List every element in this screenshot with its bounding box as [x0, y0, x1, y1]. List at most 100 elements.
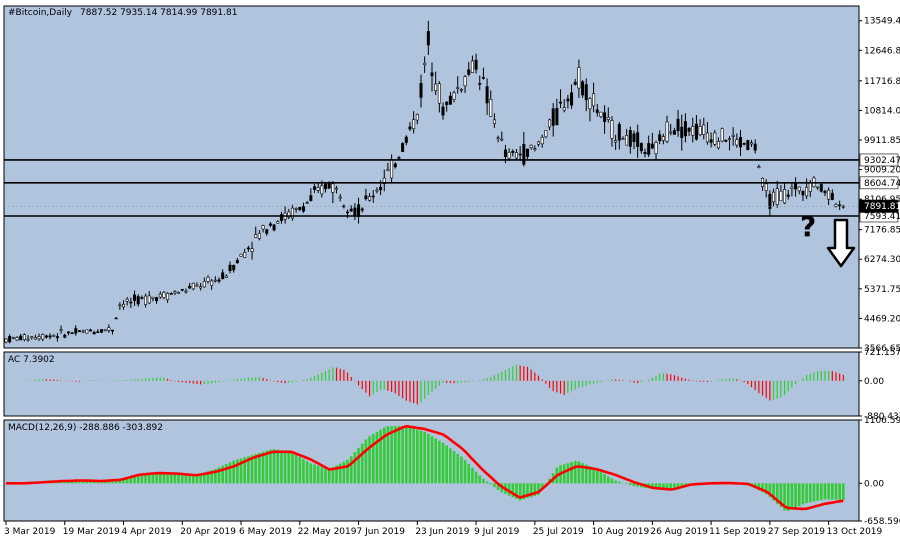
ac-bars: [20, 364, 844, 405]
candle-body: [441, 106, 445, 116]
candle-body: [537, 141, 541, 145]
price-tick-label: 12646.85: [864, 46, 900, 56]
date-tick-label: 23 Jun 2019: [415, 527, 469, 537]
candle-body: [827, 189, 831, 200]
candle-body: [324, 183, 328, 190]
candle-body: [368, 196, 372, 201]
candle-body: [625, 135, 629, 146]
price-tick-label: 10814.04: [864, 106, 900, 116]
candle-body: [808, 182, 812, 192]
candle-body: [99, 329, 103, 333]
candle-body: [610, 120, 614, 139]
candle-body: [548, 119, 552, 128]
candle-body: [59, 329, 63, 331]
candle-body: [570, 92, 574, 106]
candle-body: [180, 288, 184, 291]
candle-body: [162, 292, 166, 298]
date-tick-label: 11 Sep 2019: [709, 527, 766, 537]
candle-body: [456, 87, 460, 89]
candle-body: [85, 329, 89, 334]
candle-body: [199, 286, 203, 289]
candle-body: [492, 119, 496, 124]
candle-body: [33, 337, 37, 340]
candle-body: [628, 130, 632, 147]
candle-body: [687, 128, 691, 132]
candle-body: [19, 335, 23, 341]
price-tick-label: 13549.40: [864, 17, 900, 27]
candle-body: [834, 204, 838, 207]
candle-body: [632, 133, 636, 142]
candle-body: [783, 189, 787, 204]
candle-body: [96, 331, 100, 333]
candle-body: [727, 138, 731, 140]
candle-body: [522, 144, 526, 165]
candle-body: [235, 260, 239, 264]
candle-body: [346, 211, 350, 214]
candle-body: [592, 93, 596, 107]
candle-body: [257, 232, 261, 239]
candle-body: [614, 140, 618, 143]
candle-body: [404, 136, 408, 143]
candle-body: [459, 89, 463, 91]
candle-body: [665, 121, 669, 142]
candle-body: [107, 327, 111, 331]
candle-body: [133, 294, 137, 301]
candle-body: [386, 168, 390, 171]
candle-body: [621, 138, 625, 140]
candle-body: [786, 194, 790, 197]
candle-body: [401, 143, 405, 152]
candle-body: [408, 126, 412, 130]
candle-body: [430, 72, 434, 77]
candle-body: [643, 151, 647, 155]
price-panel: [3, 5, 860, 349]
candle-body: [709, 139, 713, 143]
candle-body: [794, 182, 798, 190]
candle-body: [70, 332, 74, 335]
date-tick-label: 9 Jul 2019: [474, 527, 519, 537]
macd-title: MACD(12,26,9) -288.886 -303.892: [8, 423, 163, 433]
question-mark: ?: [800, 210, 816, 243]
candle-body: [11, 336, 15, 339]
candle-body: [584, 84, 588, 101]
candle-body: [213, 279, 217, 282]
date-tick-label: 26 Aug 2019: [650, 527, 708, 537]
candle-body: [136, 296, 140, 305]
candle-body: [111, 329, 115, 332]
candle-body: [173, 291, 177, 294]
candle-body: [239, 253, 243, 257]
candle-body: [500, 138, 504, 141]
candle-body: [676, 118, 680, 132]
candle-body: [224, 275, 228, 278]
candle-body: [467, 69, 471, 75]
candle-body: [764, 183, 768, 191]
candle-body: [753, 143, 757, 151]
candle-body: [74, 328, 78, 334]
candle-body: [772, 191, 776, 203]
candle-body: [360, 208, 364, 211]
candle-body: [588, 98, 592, 110]
candle-body: [265, 229, 269, 234]
candle-body: [48, 335, 52, 338]
candle-body: [147, 295, 151, 304]
candle-body: [294, 208, 298, 210]
candle-body: [426, 31, 430, 46]
candle-body: [419, 82, 423, 98]
candle-body: [735, 139, 739, 146]
candle-body: [118, 304, 122, 307]
candle-body: [705, 132, 709, 143]
candle-body: [566, 98, 570, 102]
candle-body: [540, 136, 544, 145]
candle-body: [184, 290, 188, 293]
candle-body: [151, 296, 155, 299]
candle-body: [88, 329, 92, 332]
candle-body: [221, 272, 225, 280]
candle-body: [191, 282, 195, 290]
candle-body: [335, 187, 339, 190]
candle-body: [577, 67, 581, 89]
candle-body: [144, 295, 148, 305]
candle-body: [838, 204, 842, 207]
price-tick-label: 7176.85: [864, 226, 900, 236]
candle-body: [177, 292, 181, 294]
candle-body: [41, 334, 45, 340]
